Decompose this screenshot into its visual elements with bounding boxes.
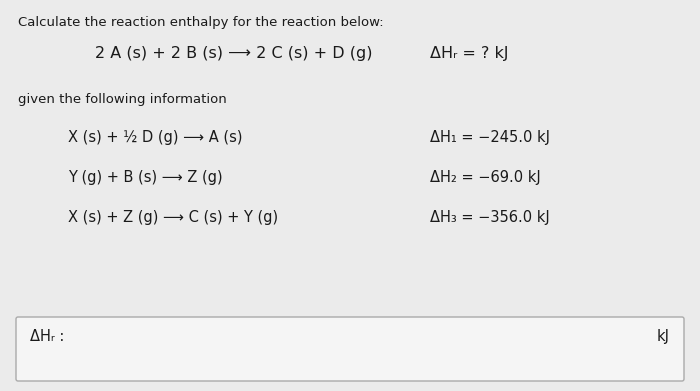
Text: 2 A (s) + 2 B (s) ⟶ 2 C (s) + D (g): 2 A (s) + 2 B (s) ⟶ 2 C (s) + D (g) xyxy=(95,46,372,61)
Text: ΔH₃ = −356.0 kJ: ΔH₃ = −356.0 kJ xyxy=(430,210,550,225)
Text: ΔHᵣ = ? kJ: ΔHᵣ = ? kJ xyxy=(430,46,508,61)
Text: given the following information: given the following information xyxy=(18,93,227,106)
Text: Y (g) + B (s) ⟶ Z (g): Y (g) + B (s) ⟶ Z (g) xyxy=(68,170,223,185)
Text: Calculate the reaction enthalpy for the reaction below:: Calculate the reaction enthalpy for the … xyxy=(18,16,384,29)
Text: ΔH₁ = −245.0 kJ: ΔH₁ = −245.0 kJ xyxy=(430,130,550,145)
Text: ΔHᵣ :: ΔHᵣ : xyxy=(30,329,64,344)
Text: X (s) + Z (g) ⟶ C (s) + Y (g): X (s) + Z (g) ⟶ C (s) + Y (g) xyxy=(68,210,278,225)
Text: kJ: kJ xyxy=(657,329,670,344)
FancyBboxPatch shape xyxy=(16,317,684,381)
Text: X (s) + ½ D (g) ⟶ A (s): X (s) + ½ D (g) ⟶ A (s) xyxy=(68,130,242,145)
Text: ΔH₂ = −69.0 kJ: ΔH₂ = −69.0 kJ xyxy=(430,170,540,185)
